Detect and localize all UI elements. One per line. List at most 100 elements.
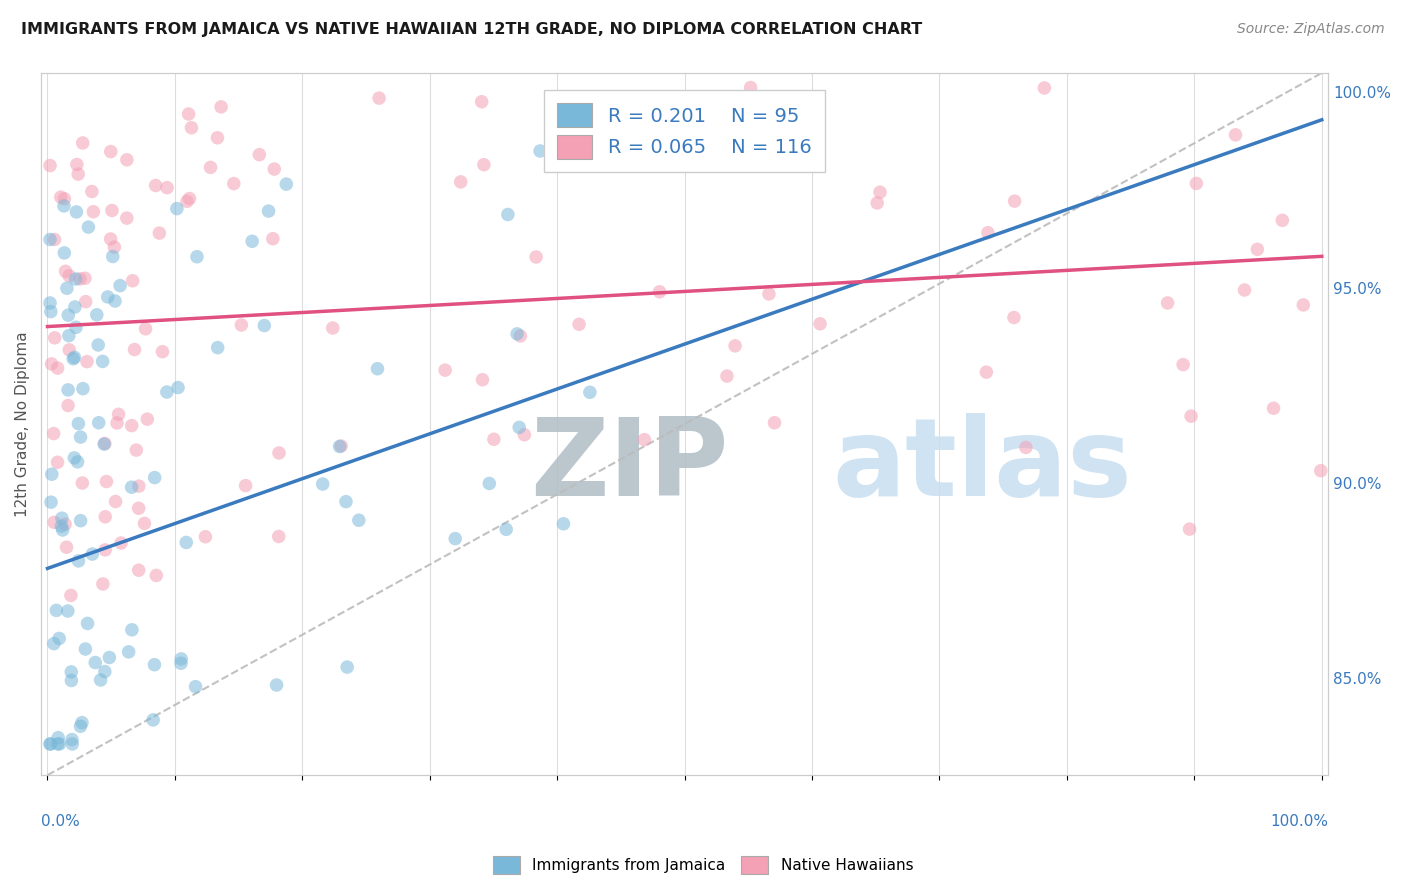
Point <box>1271 213 1294 227</box>
Point <box>65 272 87 286</box>
Point <box>222 177 245 191</box>
Point <box>257 204 280 219</box>
Point <box>66 455 89 469</box>
Point <box>128 479 150 493</box>
Point <box>56 383 79 397</box>
Point <box>42 426 65 441</box>
Point <box>135 322 157 336</box>
Point <box>434 363 457 377</box>
Point <box>53 517 76 532</box>
Point <box>96 475 118 489</box>
Point <box>98 650 121 665</box>
Text: IMMIGRANTS FROM JAMAICA VS NATIVE HAWAIIAN 12TH GRADE, NO DIPLOMA CORRELATION CH: IMMIGRANTS FROM JAMAICA VS NATIVE HAWAII… <box>21 22 922 37</box>
Point <box>48 737 70 751</box>
Point <box>471 373 494 387</box>
Point <box>235 478 257 492</box>
Point <box>266 678 288 692</box>
Point <box>1225 128 1247 142</box>
Point <box>80 185 103 199</box>
Point <box>170 652 193 666</box>
Point <box>134 516 156 531</box>
Y-axis label: 12th Grade, No Diploma: 12th Grade, No Diploma <box>15 331 30 516</box>
Point <box>39 159 62 173</box>
Point <box>1156 296 1178 310</box>
Point <box>94 543 117 558</box>
Point <box>478 476 501 491</box>
Point <box>1233 283 1256 297</box>
Point <box>200 161 222 175</box>
Point <box>176 194 198 209</box>
Point <box>103 240 125 254</box>
Point <box>65 320 87 334</box>
Point <box>128 501 150 516</box>
Point <box>207 341 229 355</box>
Point <box>866 196 889 211</box>
Text: 0.0%: 0.0% <box>41 814 80 829</box>
Point <box>121 274 143 288</box>
Point <box>156 180 179 194</box>
Point <box>186 250 208 264</box>
Point <box>56 604 79 618</box>
Point <box>87 338 110 352</box>
Point <box>207 130 229 145</box>
Point <box>55 264 77 278</box>
Point <box>145 568 167 582</box>
Point <box>724 339 747 353</box>
Point <box>75 294 97 309</box>
Point <box>91 577 114 591</box>
Point <box>58 328 80 343</box>
Point <box>548 113 571 128</box>
Point <box>740 80 762 95</box>
Point <box>39 232 62 246</box>
Point <box>1185 177 1208 191</box>
Point <box>69 430 91 444</box>
Point <box>696 90 718 104</box>
Point <box>1309 464 1331 478</box>
Point <box>524 250 547 264</box>
Point <box>312 477 335 491</box>
Point <box>60 732 83 747</box>
Point <box>58 268 80 283</box>
Point <box>39 296 62 310</box>
Point <box>93 437 115 451</box>
Point <box>72 136 94 150</box>
Point <box>52 523 75 537</box>
Point <box>121 418 143 433</box>
Point <box>496 207 519 221</box>
Point <box>194 530 217 544</box>
Point <box>231 318 253 332</box>
Point <box>330 439 353 453</box>
Point <box>166 202 188 216</box>
Point <box>44 331 66 345</box>
Point <box>69 719 91 733</box>
Point <box>94 509 117 524</box>
Point <box>97 290 120 304</box>
Point <box>42 637 65 651</box>
Point <box>322 321 344 335</box>
Point <box>240 235 263 249</box>
Point <box>143 470 166 484</box>
Point <box>60 665 83 679</box>
Point <box>124 343 146 357</box>
Point <box>66 157 89 171</box>
Point <box>46 361 69 376</box>
Point <box>1178 522 1201 536</box>
Point <box>152 344 174 359</box>
Point <box>579 385 602 400</box>
Point <box>58 343 80 357</box>
Point <box>170 657 193 671</box>
Point <box>977 226 1000 240</box>
Point <box>72 476 94 491</box>
Point <box>495 522 517 536</box>
Point <box>758 287 780 301</box>
Point <box>46 737 69 751</box>
Point <box>69 514 91 528</box>
Point <box>1292 298 1315 312</box>
Point <box>267 446 290 460</box>
Point <box>110 536 132 550</box>
Point <box>67 417 90 431</box>
Point <box>56 281 79 295</box>
Point <box>179 192 201 206</box>
Point <box>716 369 738 384</box>
Point <box>482 432 505 446</box>
